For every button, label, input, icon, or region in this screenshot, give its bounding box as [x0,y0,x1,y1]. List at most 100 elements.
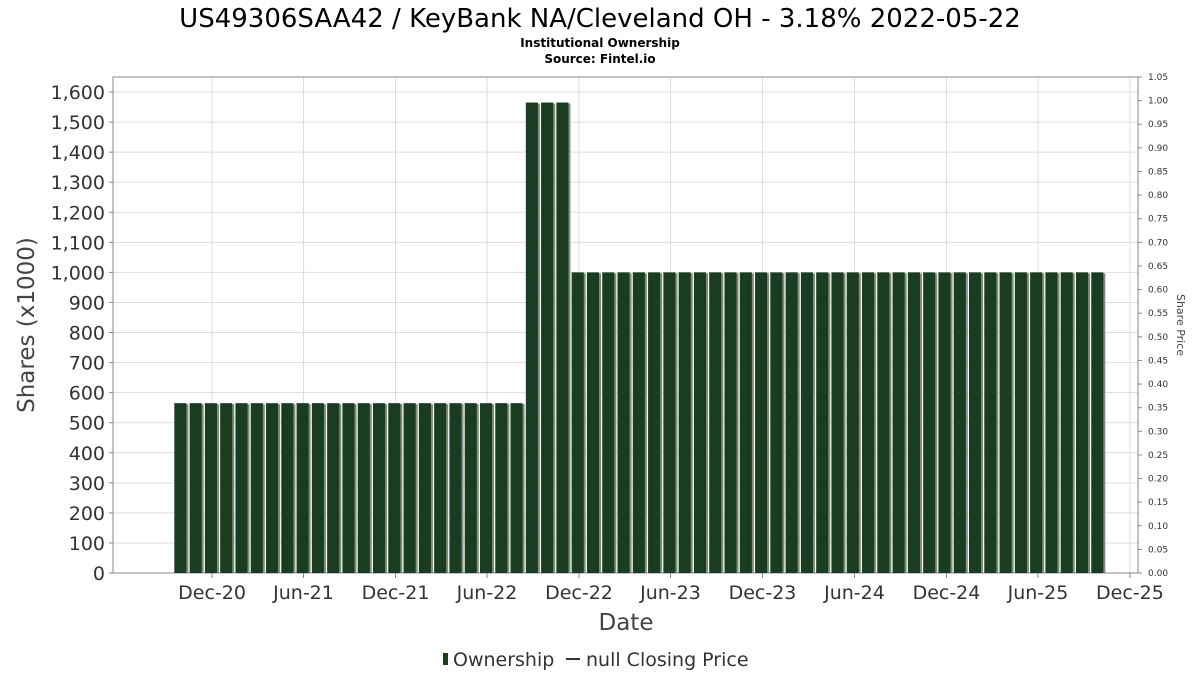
y2-tick-label: 0.20 [1148,475,1168,485]
x-tick-label: Dec-24 [913,582,981,604]
y-axis-title: Shares (x1000) [14,237,40,413]
y2-tick-label: 0.55 [1148,309,1168,319]
y2-tick-label: 1.05 [1148,73,1168,83]
bar [418,403,431,573]
y2-tick-label: 0.05 [1148,545,1168,555]
y-tick-label: 1,000 [51,262,105,284]
y-tick-label: 600 [69,383,105,405]
bar [999,272,1012,573]
x-tick-label: Dec-22 [545,582,613,604]
y2-tick-label: 0.80 [1148,191,1168,201]
bar [907,272,920,573]
bar [648,272,661,573]
bar [709,272,722,573]
legend-price-label: null Closing Price [586,649,749,671]
bar [984,272,997,573]
bar [953,272,966,573]
y-tick-label: 700 [69,353,105,375]
bar [495,403,508,573]
bar [816,272,829,573]
chart-title: US49306SAA42 / KeyBank NA/Cleveland OH -… [179,4,1021,34]
bar [693,272,706,573]
bar [434,403,447,573]
x-tick-label: Dec-23 [729,582,797,604]
bar [602,272,615,573]
y-tick-label: 200 [69,503,105,525]
bar [372,403,386,573]
bar [739,272,752,573]
bar [1030,272,1043,573]
bar [1075,272,1089,573]
bar [1045,272,1058,573]
y-tick-label: 900 [69,292,105,314]
x-tick-label: Jun-25 [1007,582,1069,604]
bar [327,403,340,573]
y2-tick-label: 0.90 [1148,144,1168,154]
legend-ownership-label: Ownership [453,649,554,671]
bar [724,272,737,573]
bar [556,102,569,573]
bar [831,272,844,573]
bar [266,403,279,573]
y2-tick-label: 0.60 [1148,286,1168,296]
legend: Ownership null Closing Price [443,649,749,671]
bar [586,272,600,573]
bar [388,403,401,573]
y-tick-label: 1,200 [51,202,105,224]
bar [678,272,691,573]
bar [632,272,645,573]
bar [1091,272,1104,573]
x-tick-label: Jun-21 [272,582,334,604]
y2-tick-label: 0.70 [1148,238,1168,248]
x-axis: Dec-20 Jun-21 Dec-21 Jun-22 Dec-22 Jun-23 Dec-… [178,573,1164,604]
y-tick-label: 1,100 [51,232,105,254]
y-tick-label: 100 [69,533,105,555]
bar [296,403,309,573]
y-tick-label: 800 [69,323,105,345]
y2-tick-label: 0.50 [1148,333,1168,343]
y2-tick-label: 0.40 [1148,380,1168,390]
y2-tick-label: 0.45 [1148,356,1168,366]
bar [220,403,233,573]
bar [311,403,324,573]
bar [342,403,355,573]
bar [449,403,462,573]
y2-tick-label: 0.65 [1148,262,1168,272]
bar [174,403,187,573]
bar [1060,272,1073,573]
y2-tick-label: 0.30 [1148,427,1168,437]
y2-tick-label: 1.00 [1148,97,1168,107]
x-axis-title: Date [599,610,654,636]
bar [800,272,813,573]
y2-tick-label: 0.35 [1148,404,1168,414]
x-tick-label: Dec-25 [1096,582,1164,604]
bar [510,403,523,573]
y2-axis-title: Share Price [1174,294,1187,356]
y-tick-label: 1,400 [51,142,105,164]
y-tick-label: 300 [69,473,105,495]
y2-tick-label: 0.95 [1148,120,1168,130]
y-tick-label: 1,300 [51,172,105,194]
bar [877,272,890,573]
bar [663,272,676,573]
bar [846,272,859,573]
x-tick-label: Jun-22 [456,582,518,604]
y-tick-label: 1,500 [51,112,105,134]
y-axis-left: 0 100 200 300 400 500 600 700 800 900 1,000 1,100 1,… [51,82,113,585]
y2-tick-label: 0.85 [1148,167,1168,177]
x-tick-label: Dec-20 [178,582,246,604]
bars [174,102,1106,573]
chart-source: Source: Fintel.io [544,52,655,66]
x-tick-label: Jun-23 [639,582,701,604]
bar [892,272,905,573]
y-axis-right: 0.00 0.05 0.10 0.15 0.20 0.25 0.30 0.35 0.40 0.45… [1138,73,1168,579]
x-tick-label: Dec-21 [362,582,430,604]
bar [785,272,798,573]
y2-tick-label: 0.00 [1148,569,1168,579]
bar [189,403,202,573]
bar [770,272,783,573]
bar [1014,272,1027,573]
chart-subtitle: Institutional Ownership [520,36,680,50]
bar [923,272,936,573]
bar [541,102,554,573]
